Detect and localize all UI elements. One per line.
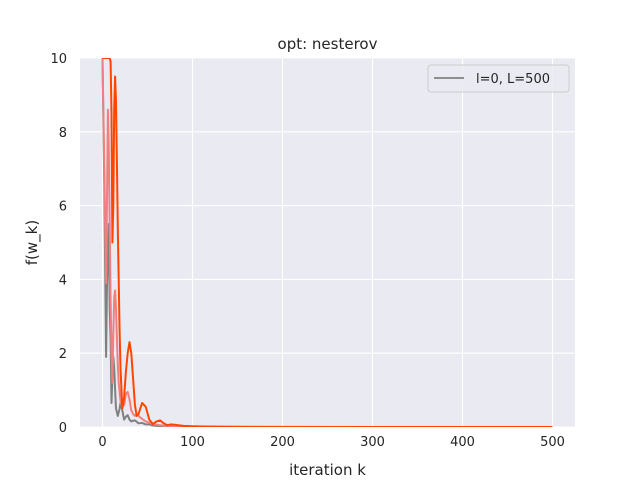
series-line-3: [102, 58, 553, 427]
x-tick-label: 100: [180, 435, 205, 450]
x-tick-label: 0: [98, 435, 106, 450]
y-tick-label: 8: [59, 126, 67, 141]
x-tick-label: 300: [360, 435, 385, 450]
x-tick-label: 400: [450, 435, 475, 450]
tick-labels: 0 100 200 300 400 500 0 2 4 6 8 10: [50, 52, 564, 450]
x-tick-label: 500: [540, 435, 565, 450]
series-line-2: [101, 58, 553, 427]
y-tick-label: 10: [50, 52, 67, 67]
chart-title: opt: nesterov: [278, 35, 378, 53]
plot-area: [80, 58, 575, 427]
legend: l=0, L=500: [427, 64, 570, 93]
legend-box: [427, 64, 570, 93]
x-axis-title: iteration k: [289, 461, 366, 479]
y-tick-label: 0: [59, 421, 67, 436]
y-tick-label: 6: [59, 200, 67, 215]
y-tick-label: 4: [59, 273, 67, 288]
legend-entry-label: l=0, L=500: [476, 72, 550, 87]
x-tick-label: 200: [270, 435, 295, 450]
y-tick-label: 2: [59, 347, 67, 362]
series-lines: [101, 58, 553, 427]
y-axis-title: f(w_k): [23, 220, 42, 265]
